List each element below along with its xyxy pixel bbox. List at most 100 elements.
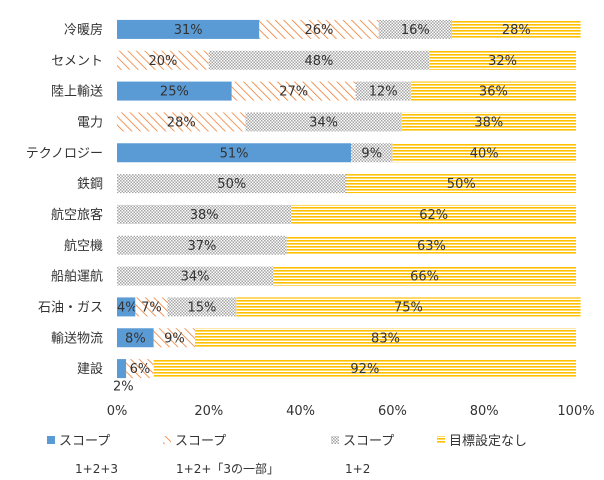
data-label: 51%	[220, 146, 249, 161]
data-label: 20%	[148, 54, 177, 69]
data-label: 31%	[174, 23, 203, 38]
legend-label: スコープ	[59, 434, 110, 449]
bar-segment	[117, 50, 209, 70]
legend-sublabel: 1+2	[345, 462, 370, 476]
bar-segment	[346, 174, 576, 194]
bar-segment	[273, 266, 576, 286]
bar-segment	[286, 235, 576, 255]
data-label: 66%	[410, 270, 439, 285]
bar-segment	[153, 328, 196, 348]
data-label: 7%	[141, 300, 162, 315]
x-tick-label: 100%	[557, 404, 594, 419]
legend-label: スコープ	[343, 434, 394, 449]
data-label: 36%	[479, 85, 508, 100]
data-label: 28%	[167, 115, 196, 130]
category-label: 船舶運航	[51, 269, 103, 285]
category-label: 航空旅客	[51, 207, 103, 223]
bar-segment	[401, 112, 576, 132]
data-label: 16%	[401, 23, 430, 38]
category-label: 鉄鋼	[77, 177, 103, 192]
bar-segment	[429, 50, 576, 70]
bar-segment	[452, 19, 581, 39]
bar-segment	[117, 328, 154, 348]
legend-sublabel: 1+2+3	[75, 462, 118, 476]
bar-segment	[291, 204, 576, 224]
x-tick-label: 20%	[194, 404, 223, 419]
data-label: 2%	[113, 380, 134, 395]
x-tick-label: 0%	[107, 404, 128, 419]
bar-segment	[117, 81, 232, 101]
data-label: 63%	[417, 239, 446, 254]
bar-segment	[117, 112, 246, 132]
x-tick-label: 80%	[470, 404, 499, 419]
bar-segment	[117, 235, 287, 255]
category-label: 陸上輸送	[51, 84, 103, 100]
bar-segment	[231, 81, 356, 101]
bar-segment	[117, 204, 292, 224]
data-label: 25%	[160, 85, 189, 100]
bar-segment	[153, 359, 576, 379]
data-label: 37%	[187, 239, 216, 254]
plot-area: 冷暖房 31% 26% 16% 28% セメント 20% 48% 32% 陸上輸送 25% 27% 12…	[26, 19, 595, 419]
category-label: 電力	[77, 115, 103, 130]
bar-segment	[195, 328, 576, 348]
legend-swatch	[47, 436, 55, 444]
data-label: 12%	[369, 85, 398, 100]
data-label: 8%	[125, 331, 146, 346]
data-label: 40%	[470, 146, 499, 161]
data-label: 62%	[419, 208, 448, 223]
bar-segment	[410, 81, 576, 101]
data-label: 15%	[187, 300, 216, 315]
data-label: 75%	[394, 300, 423, 315]
legend-swatch	[163, 436, 171, 444]
bar-segment	[135, 297, 168, 317]
bar-segment	[259, 19, 379, 39]
category-label: 航空機	[64, 238, 103, 254]
data-label: 27%	[279, 85, 308, 100]
bar-segment	[117, 266, 274, 286]
category-label: 冷暖房	[64, 22, 103, 38]
bar-segment	[378, 19, 453, 39]
bar-segment	[245, 112, 402, 132]
data-label: 50%	[217, 177, 246, 192]
legend-sublabel: 1+2+「3の一部」	[176, 461, 279, 476]
data-label: 48%	[305, 54, 334, 69]
category-label: セメント	[51, 54, 103, 69]
bar-segment	[126, 359, 154, 379]
category-label: 輸送物流	[51, 331, 103, 346]
data-label: 50%	[447, 177, 476, 192]
data-label: 4%	[117, 300, 138, 315]
data-label: 9%	[361, 146, 382, 161]
bar-segment	[208, 50, 430, 70]
bar-segment	[351, 143, 393, 163]
legend-swatch	[437, 436, 445, 444]
bar-segment	[117, 174, 347, 194]
data-label: 83%	[371, 331, 400, 346]
bar-segment	[167, 297, 237, 317]
data-label: 26%	[305, 23, 334, 38]
bar-segment	[117, 19, 260, 39]
legend-label: スコープ	[175, 434, 226, 449]
data-label: 92%	[350, 362, 379, 377]
data-label: 28%	[502, 23, 531, 38]
category-label: テクノロジー	[26, 146, 103, 161]
legend-label: 目標設定なし	[449, 433, 527, 449]
data-label: 32%	[488, 54, 517, 69]
data-label: 38%	[474, 115, 503, 130]
bar-segment	[117, 297, 136, 317]
data-label: 9%	[164, 331, 185, 346]
data-label: 34%	[181, 270, 210, 285]
bar-segment	[117, 143, 352, 163]
data-label: 6%	[130, 362, 151, 377]
category-label: 石油・ガス	[38, 300, 103, 315]
bar-segment	[355, 81, 411, 101]
x-tick-label: 40%	[286, 404, 315, 419]
legend-swatch	[331, 436, 339, 444]
category-label: 建設	[77, 361, 103, 377]
bar-segment	[236, 297, 581, 317]
data-label: 38%	[190, 208, 219, 223]
data-label: 34%	[309, 115, 338, 130]
bar-segment	[392, 143, 576, 163]
